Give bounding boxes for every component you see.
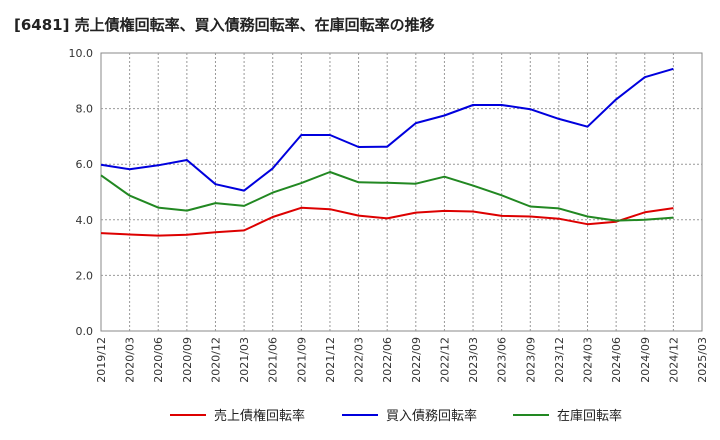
y-tick-label: 8.0: [76, 103, 94, 116]
x-tick-label: 2024/06: [610, 337, 623, 383]
y-tick-label: 10.0: [69, 47, 94, 60]
x-tick-label: 2023/06: [496, 337, 509, 383]
x-tick-label: 2021/09: [295, 337, 308, 383]
legend-label: 在庫回転率: [557, 408, 622, 424]
x-tick-label: 2021/03: [238, 337, 251, 383]
y-tick-label: 4.0: [76, 214, 94, 227]
x-tick-label: 2023/09: [524, 337, 537, 383]
x-tick-label: 2024/12: [667, 337, 680, 383]
x-tick-label: 2023/12: [553, 337, 566, 383]
x-tick-label: 2020/09: [181, 337, 194, 383]
x-tick-label: 2020/03: [124, 337, 137, 383]
x-tick-label: 2020/06: [152, 337, 165, 383]
x-tick-label: 2022/09: [410, 337, 423, 383]
plot-area: [100, 52, 703, 332]
y-tick-label: 6.0: [76, 158, 94, 171]
x-tick-label: 2022/12: [438, 337, 451, 383]
x-tick-label: 2025/03: [696, 337, 709, 383]
x-tick-label: 2022/06: [381, 337, 394, 383]
legend-label: 売上債権回転率: [214, 408, 305, 424]
y-tick-label: 2.0: [76, 269, 94, 282]
x-tick-label: 2024/03: [582, 337, 595, 383]
legend-label: 買入債務回転率: [386, 408, 477, 424]
series-line: [100, 206, 674, 237]
y-tick-label: 0.0: [76, 325, 94, 338]
series-line: [100, 67, 674, 192]
x-tick-label: 2023/03: [467, 337, 480, 383]
x-tick-label: 2022/03: [353, 337, 366, 383]
chart-title: [6481] 売上債権回転率、買入債務回転率、在庫回転率の推移: [14, 16, 435, 34]
x-tick-label: 2024/09: [639, 337, 652, 383]
x-tick-label: 2021/12: [324, 337, 337, 383]
x-tick-label: 2021/06: [267, 337, 280, 383]
series-line: [100, 171, 674, 222]
x-tick-label: 2020/12: [209, 337, 222, 383]
x-tick-label: 2019/12: [95, 337, 108, 383]
